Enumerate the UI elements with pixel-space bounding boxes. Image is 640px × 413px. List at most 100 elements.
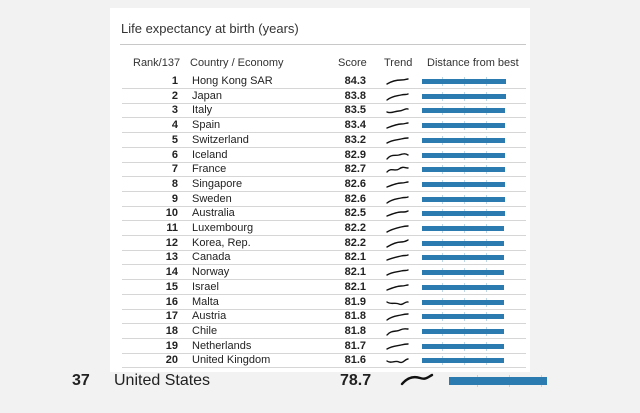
trend-sparkline-icon [386, 284, 409, 291]
trend-sparkline-icon [386, 108, 409, 114]
trend-sparkline-icon [386, 122, 409, 129]
score-cell: 83.8 [344, 89, 366, 102]
row-divider [122, 367, 526, 369]
trend-sparkline-icon [400, 373, 434, 386]
trend-sparkline-icon [386, 181, 409, 188]
title-divider [120, 44, 526, 45]
header-distance: Distance from best [427, 57, 519, 69]
country-cell: France [192, 163, 227, 176]
score-cell: 83.5 [344, 104, 366, 117]
table-row: 11 Luxembourg 82.2 [0, 221, 640, 236]
trend-sparkline-icon [386, 342, 409, 350]
distance-bar [422, 123, 506, 129]
rank-cell: 2 [171, 89, 178, 102]
row-divider [122, 279, 526, 281]
header-score: Score [338, 57, 367, 69]
distance-bar-track [422, 194, 508, 204]
distance-bar [449, 377, 547, 385]
country-cell: Switzerland [192, 133, 249, 146]
score-cell: 82.6 [344, 177, 366, 190]
rank-cell: 6 [171, 148, 178, 161]
distance-bar [422, 137, 506, 143]
score-cell: 84.3 [344, 75, 366, 87]
country-cell: Italy [192, 104, 213, 117]
table-row: 9 Sweden 82.6 [0, 192, 640, 207]
score-cell: 81.8 [344, 324, 366, 337]
trend-sparkline-icon [386, 327, 409, 336]
score-cell: 83.2 [344, 133, 366, 146]
country-cell: Norway [192, 266, 230, 279]
row-divider [122, 176, 526, 178]
distance-bar [422, 226, 505, 231]
distance-bar-track [422, 282, 508, 292]
row-divider [122, 161, 526, 163]
trend-sparkline-icon [386, 92, 409, 101]
rank-cell: 4 [171, 119, 178, 132]
distance-bar-track [422, 165, 508, 175]
table-row: 4 Spain 83.4 [0, 118, 640, 134]
rank-cell: 9 [171, 192, 178, 205]
rank-cell: 17 [165, 310, 178, 323]
trend-sparkline-icon [386, 137, 409, 144]
rank-cell: 20 [165, 354, 178, 367]
row-divider [122, 249, 526, 251]
score-cell: 81.9 [344, 295, 366, 308]
rank-cell: 19 [165, 339, 178, 352]
country-cell: Israel [192, 280, 219, 293]
rank-cell: 5 [171, 133, 178, 146]
score-cell: 82.1 [344, 266, 366, 279]
distance-bar [422, 167, 505, 173]
trend-sparkline-icon [386, 313, 409, 321]
distance-bar-track [422, 209, 508, 219]
distance-bar-track [422, 268, 508, 278]
rank-cell: 12 [165, 236, 178, 249]
rank-cell: 15 [165, 280, 178, 293]
distance-bar-track [422, 312, 508, 322]
rank-cell: 8 [171, 177, 178, 190]
distance-bar-track [447, 375, 569, 387]
header-rank: Rank/137 [133, 57, 181, 69]
distance-bar [422, 152, 505, 158]
highlight-country: United States [114, 372, 211, 389]
highlight-rank: 37 [72, 372, 90, 389]
table-row: 13 Canada 82.1 [0, 250, 640, 266]
distance-bar-track [422, 77, 508, 86]
distance-bar [422, 181, 505, 187]
country-cell: Spain [192, 119, 221, 132]
country-cell: Luxembourg [192, 222, 254, 234]
table-row: 7 France 82.7 [0, 162, 640, 178]
table-row: 18 Chile 81.8 [0, 324, 640, 339]
table-row: 3 Italy 83.5 [0, 103, 640, 119]
rank-cell: 11 [166, 222, 178, 234]
table-row: 16 Malta 81.9 [0, 295, 640, 310]
score-cell: 81.7 [344, 339, 366, 352]
distance-bar [422, 93, 506, 99]
trend-sparkline-icon [386, 300, 409, 305]
distance-bar [422, 255, 505, 261]
distance-bar [422, 343, 504, 349]
table-row: 20 United Kingdom 81.6 [0, 353, 640, 369]
distance-bar-track [422, 150, 508, 160]
table-row: 8 Singapore 82.6 [0, 177, 640, 192]
table-row: 1 Hong Kong SAR 84.3 [0, 74, 640, 89]
score-cell: 82.1 [344, 251, 366, 264]
score-cell: 82.9 [344, 148, 366, 161]
distance-bar-track [422, 326, 508, 336]
row-divider [122, 102, 526, 104]
table-row: 6 Iceland 82.9 [0, 148, 640, 163]
table-row: 17 Austria 81.8 [0, 309, 640, 325]
distance-bar-track [422, 356, 508, 366]
row-divider [122, 88, 526, 89]
distance-bar-track [422, 121, 508, 131]
country-cell: Korea, Rep. [192, 236, 251, 249]
trend-sparkline-icon [386, 269, 409, 276]
rank-cell: 18 [165, 324, 178, 337]
country-cell: Iceland [192, 148, 228, 161]
table-title: Life expectancy at birth (years) [121, 21, 299, 36]
distance-bar [422, 314, 504, 320]
trend-sparkline-icon [386, 210, 409, 217]
trend-sparkline-icon [386, 78, 409, 85]
row-divider [122, 220, 526, 222]
highlight-score: 78.7 [340, 372, 372, 389]
distance-bar [422, 108, 506, 114]
